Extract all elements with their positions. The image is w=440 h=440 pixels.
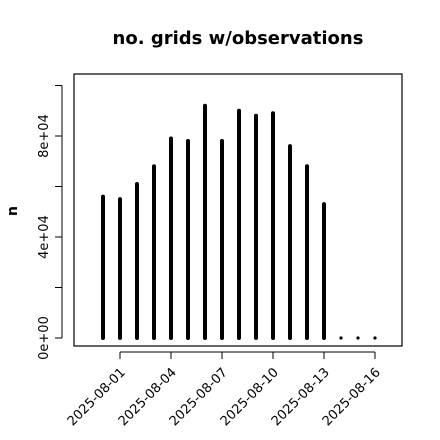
plot-area: 0e+004e+048e+042025-08-012025-08-042025-…	[37, 73, 403, 429]
y-axis-label: n	[5, 206, 21, 216]
y-tick-label: 4e+04	[37, 215, 52, 259]
bar-2025-08-16	[373, 336, 377, 340]
y-tick-label: 0e+00	[37, 316, 52, 360]
y-tick-label: 8e+04	[37, 114, 52, 158]
chart-title: no. grids w/observations	[113, 28, 364, 49]
bar-2025-08-15	[356, 336, 360, 340]
bar-2025-08-14	[339, 336, 343, 340]
plot-frame	[73, 73, 403, 347]
